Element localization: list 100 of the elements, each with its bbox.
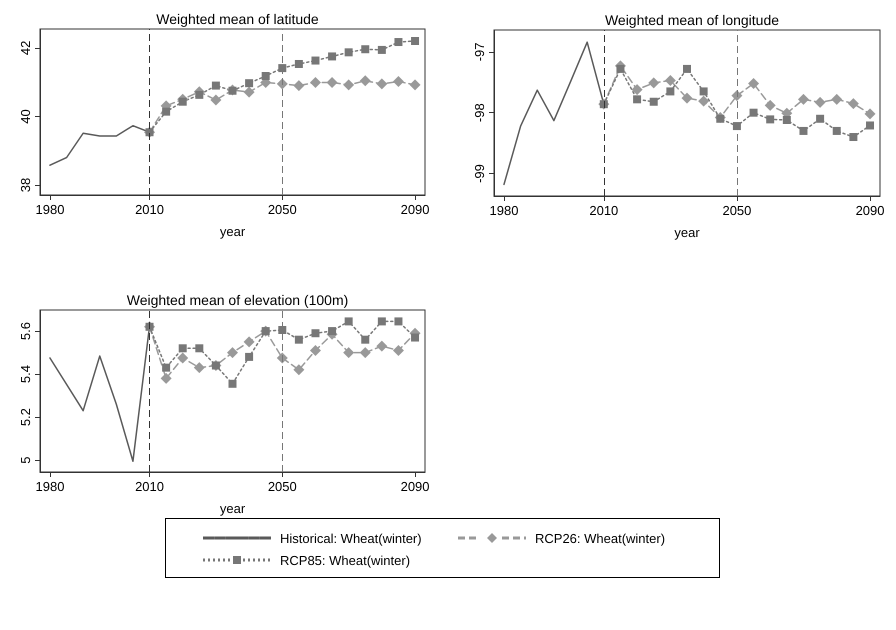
x-tick-label: 2010 bbox=[135, 479, 164, 494]
point bbox=[194, 362, 205, 374]
x-tick-label: 2010 bbox=[135, 202, 164, 217]
point bbox=[616, 64, 624, 73]
point bbox=[378, 317, 386, 326]
x-tick-label: 1980 bbox=[490, 203, 518, 218]
point bbox=[343, 347, 354, 358]
y-tick-label: 5 bbox=[18, 456, 33, 464]
point bbox=[245, 352, 254, 361]
point bbox=[650, 98, 658, 106]
point bbox=[160, 372, 172, 384]
point bbox=[310, 77, 321, 88]
y-tick-label: 38 bbox=[18, 178, 33, 192]
x-tick-label: 2050 bbox=[268, 202, 297, 217]
point bbox=[848, 98, 859, 110]
point bbox=[798, 94, 809, 105]
point bbox=[293, 80, 304, 92]
point bbox=[344, 317, 353, 326]
point bbox=[864, 108, 876, 120]
y-tick-label: 5.6 bbox=[18, 322, 33, 340]
point bbox=[311, 56, 320, 65]
point bbox=[293, 364, 304, 376]
chart-title: Weighted mean of elevation (100m) bbox=[126, 292, 348, 308]
point bbox=[361, 45, 370, 54]
point bbox=[162, 364, 170, 372]
y-tick-label: -97 bbox=[472, 42, 487, 62]
point bbox=[766, 115, 774, 124]
x-tick-label: 2050 bbox=[268, 479, 297, 494]
point bbox=[410, 79, 421, 90]
point bbox=[361, 336, 370, 344]
point bbox=[750, 108, 758, 117]
point bbox=[244, 86, 255, 98]
x-tick-label: 1980 bbox=[35, 202, 64, 217]
point bbox=[832, 126, 841, 135]
point bbox=[328, 52, 336, 60]
point bbox=[782, 116, 791, 124]
y-tick-label: -99 bbox=[472, 164, 487, 183]
point bbox=[278, 64, 286, 72]
legend-label: Historical: Wheat(winter) bbox=[280, 530, 422, 546]
point bbox=[866, 121, 874, 130]
chart-title: Weighted mean of longitude bbox=[604, 12, 780, 28]
x-axis-title: year bbox=[220, 224, 246, 239]
x-axis-title: year bbox=[220, 501, 246, 516]
point bbox=[411, 37, 420, 46]
point bbox=[245, 79, 254, 88]
point bbox=[311, 329, 320, 338]
legend-label: RCP85: Wheat(winter) bbox=[280, 552, 410, 568]
point bbox=[394, 317, 402, 326]
point bbox=[210, 94, 222, 106]
point bbox=[212, 82, 220, 90]
point bbox=[748, 78, 760, 90]
point bbox=[326, 77, 338, 88]
point bbox=[376, 78, 388, 90]
point bbox=[195, 344, 204, 352]
y-tick-label: 5.4 bbox=[18, 365, 33, 384]
point bbox=[831, 94, 842, 105]
point bbox=[310, 344, 321, 356]
point bbox=[392, 76, 404, 87]
point bbox=[394, 38, 402, 46]
point bbox=[666, 87, 674, 96]
point bbox=[244, 336, 255, 348]
x-tick-label: 2010 bbox=[589, 203, 618, 218]
x-tick-label: 2090 bbox=[400, 479, 430, 494]
x-tick-label: 2090 bbox=[400, 202, 430, 217]
point bbox=[278, 326, 286, 334]
chart-title: Weighted mean of latitude bbox=[156, 11, 319, 27]
point bbox=[849, 133, 858, 142]
point bbox=[376, 340, 388, 352]
point bbox=[799, 126, 808, 135]
point bbox=[683, 64, 691, 73]
x-axis-title: year bbox=[674, 225, 700, 240]
point bbox=[360, 347, 371, 358]
point bbox=[632, 84, 643, 96]
x-tick-label: 2090 bbox=[856, 203, 884, 218]
point bbox=[162, 108, 170, 116]
point bbox=[664, 74, 676, 86]
point bbox=[227, 347, 238, 358]
point bbox=[177, 352, 188, 364]
y-tick-label: 42 bbox=[18, 40, 33, 56]
point bbox=[648, 77, 660, 88]
point bbox=[344, 48, 353, 56]
point bbox=[816, 114, 824, 123]
y-tick-label: 5.2 bbox=[18, 408, 33, 426]
point bbox=[328, 327, 336, 336]
point bbox=[294, 60, 303, 68]
point bbox=[411, 334, 420, 342]
point bbox=[682, 92, 692, 104]
point bbox=[764, 100, 776, 111]
point bbox=[392, 344, 404, 356]
point bbox=[814, 96, 826, 108]
y-tick-label: 40 bbox=[18, 109, 33, 124]
point bbox=[698, 96, 710, 107]
point bbox=[178, 98, 187, 106]
point bbox=[716, 114, 724, 123]
point bbox=[294, 336, 303, 344]
point bbox=[633, 95, 642, 104]
point bbox=[378, 46, 386, 54]
x-tick-label: 1980 bbox=[35, 479, 64, 494]
point bbox=[195, 90, 204, 99]
point bbox=[343, 79, 354, 90]
